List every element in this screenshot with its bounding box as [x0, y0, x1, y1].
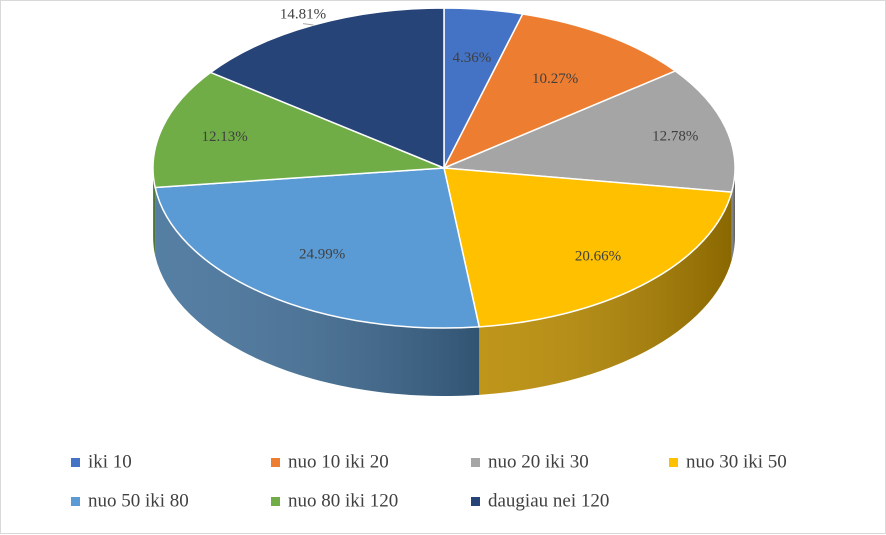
- legend-label-daugiau-nei-120: daugiau nei 120: [488, 491, 609, 512]
- data-label-daugiau-nei-120: 14.81%: [280, 7, 326, 23]
- legend-item-nuo-10-iki-20: nuo 10 iki 20: [271, 452, 389, 473]
- data-label-nuo-10-iki-20: 10.27%: [532, 71, 578, 87]
- legend-swatch-daugiau-nei-120: [471, 497, 480, 506]
- slice-daugiau-nei-120: [209, 7, 445, 170]
- legend-item-daugiau-nei-120: daugiau nei 120: [471, 491, 609, 512]
- legend-item-nuo-30-iki-50: nuo 30 iki 50: [669, 452, 787, 473]
- slice-nuo-50-iki-80: [154, 167, 481, 329]
- data-labels: 4.36% 10.27% 12.78% 20.66% 24.99% 12.13% 14.81…: [201, 7, 698, 265]
- legend-swatch-nuo-50-iki-80: [71, 497, 80, 506]
- data-label-nuo-80-iki-120: 12.13%: [201, 129, 247, 145]
- leader-line-daugiau-nei-120: [302, 23, 314, 26]
- leader-lines: [302, 23, 314, 26]
- slice-side-nuo-80-iki-120: [153, 168, 156, 256]
- slice-nuo-10-iki-20: [442, 13, 677, 170]
- slice-nuo-20-iki-30: [443, 70, 736, 193]
- slice-nuo-80-iki-120: [152, 71, 445, 189]
- legend-swatch-nuo-80-iki-120: [271, 497, 280, 506]
- legend-label-nuo-80-iki-120: nuo 80 iki 120: [288, 491, 398, 512]
- slice-side-nuo-30-iki-50: [479, 192, 732, 395]
- slice-nuo-30-iki-50: [443, 167, 733, 328]
- legend-swatch-nuo-10-iki-20: [271, 458, 280, 467]
- pie-slices: [152, 7, 736, 329]
- legend-item-nuo-50-iki-80: nuo 50 iki 80: [71, 491, 189, 512]
- legend-item-nuo-20-iki-30: nuo 20 iki 30: [471, 452, 589, 473]
- data-label-iki-10: 4.36%: [452, 50, 491, 66]
- data-label-nuo-30-iki-50: 20.66%: [575, 248, 621, 264]
- legend-swatch-nuo-20-iki-30: [471, 458, 480, 467]
- legend-label-nuo-50-iki-80: nuo 50 iki 80: [88, 491, 189, 512]
- legend-label-iki-10: iki 10: [88, 452, 132, 473]
- legend-item-nuo-80-iki-120: nuo 80 iki 120: [271, 491, 398, 512]
- legend-label-nuo-20-iki-30: nuo 20 iki 30: [488, 452, 589, 473]
- data-label-nuo-50-iki-80: 24.99%: [299, 247, 345, 263]
- data-label-nuo-20-iki-30: 12.78%: [652, 129, 698, 145]
- slice-side-nuo-50-iki-80: [155, 187, 480, 397]
- legend-swatch-nuo-30-iki-50: [669, 458, 678, 467]
- legend-label-nuo-30-iki-50: nuo 30 iki 50: [686, 452, 787, 473]
- legend: iki 10 nuo 10 iki 20 nuo 20 iki 30 nuo 30 i…: [71, 452, 787, 512]
- legend-label-nuo-10-iki-20: nuo 10 iki 20: [288, 452, 389, 473]
- legend-item-iki-10: iki 10: [71, 452, 132, 473]
- legend-swatch-iki-10: [71, 458, 80, 467]
